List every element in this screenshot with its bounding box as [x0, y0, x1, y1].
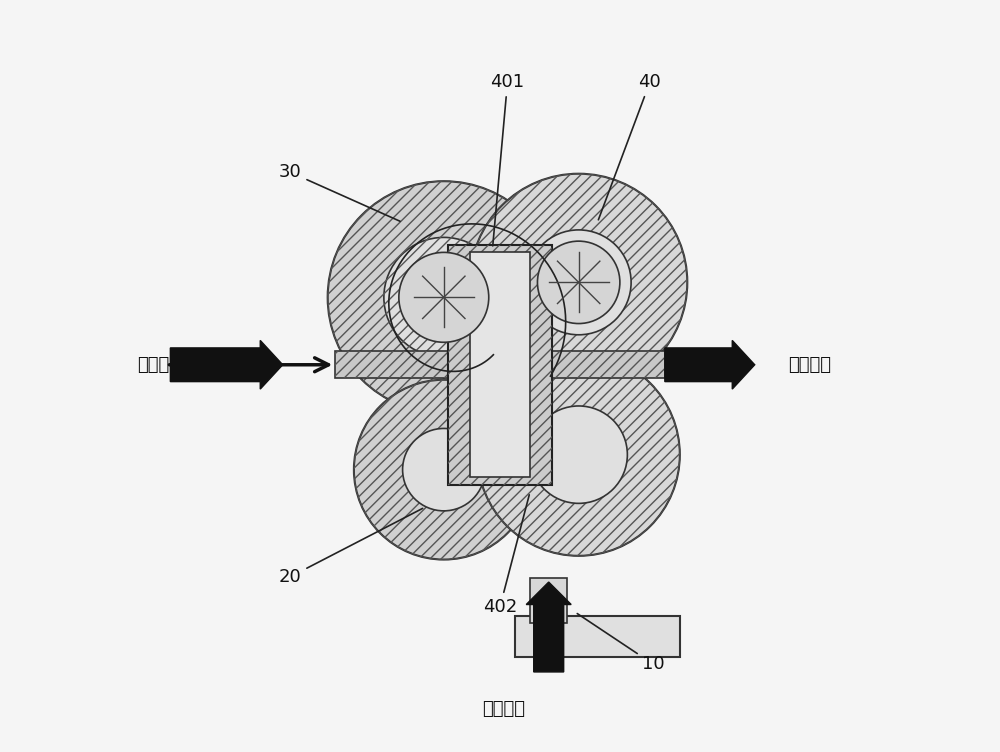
Text: 40: 40: [598, 73, 661, 220]
Text: 10: 10: [577, 614, 665, 674]
Text: 废气出口: 废气出口: [788, 356, 831, 374]
Circle shape: [537, 241, 620, 323]
Circle shape: [354, 380, 534, 559]
Circle shape: [470, 174, 687, 391]
FancyBboxPatch shape: [530, 578, 567, 623]
Text: 30: 30: [279, 163, 400, 221]
FancyBboxPatch shape: [515, 616, 680, 657]
Text: 401: 401: [490, 73, 525, 246]
FancyArrow shape: [526, 582, 571, 672]
Circle shape: [478, 353, 680, 556]
Text: 空气入口: 空气入口: [137, 356, 180, 374]
Text: 20: 20: [279, 508, 423, 586]
Circle shape: [526, 230, 631, 335]
FancyBboxPatch shape: [395, 215, 605, 529]
FancyBboxPatch shape: [335, 351, 665, 378]
Circle shape: [384, 238, 504, 357]
Circle shape: [403, 429, 485, 511]
Circle shape: [399, 253, 489, 342]
FancyArrow shape: [170, 341, 283, 389]
Text: 废气入口: 废气入口: [482, 700, 525, 718]
FancyBboxPatch shape: [470, 253, 530, 478]
FancyBboxPatch shape: [448, 245, 552, 484]
Text: 402: 402: [483, 495, 529, 616]
Circle shape: [328, 181, 560, 414]
Circle shape: [530, 406, 627, 503]
FancyArrow shape: [665, 341, 755, 389]
